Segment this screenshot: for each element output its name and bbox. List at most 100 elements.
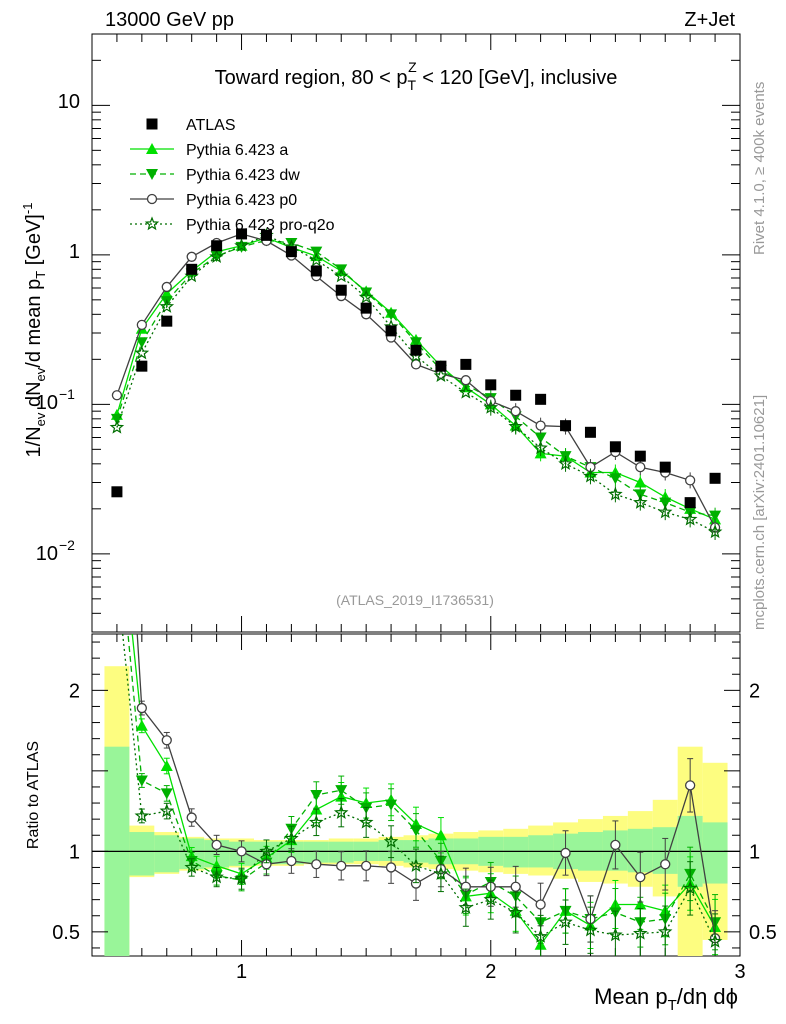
- ratio-point-pythia-6-423-pro-q2o: [558, 914, 573, 929]
- ratio-point-pythia-6-423-pro-q2o: [583, 922, 598, 937]
- ratio-point-pythia-6-423-dw: [385, 799, 398, 811]
- ratio-point-pythia-6-423-p0: [236, 846, 247, 857]
- data-point-atlas: [111, 486, 123, 498]
- ratio-point-pythia-6-423-pro-q2o: [358, 814, 374, 829]
- data-point-pythia-6-423-pro-q2o: [583, 468, 598, 483]
- ratio-ytick-label: 2: [69, 680, 80, 702]
- data-point-pythia-6-423-pro-q2o: [682, 511, 698, 526]
- ratio-point-pythia-6-423-pro-q2o: [309, 814, 324, 829]
- ratio-ytick-label-right: 2: [749, 680, 760, 702]
- ratio-point-pythia-6-423-pro-q2o: [433, 866, 449, 881]
- ytick-label-0p1: 10: [36, 392, 58, 414]
- data-point-pythia-6-423-dw: [534, 432, 547, 444]
- data-point-pythia-6-423-p0: [685, 475, 696, 486]
- ratio-point-pythia-6-423-dw: [160, 788, 173, 800]
- ratio-point-pythia-6-423-p0: [311, 859, 322, 870]
- series-line-pythia-6-423-dw: [116, 239, 716, 517]
- legend-label-pythia-6-423-pro-q2o: Pythia 6.423 pro-q2o: [186, 217, 335, 234]
- ytick-label-1: 1: [69, 241, 80, 263]
- series-line-pythia-6-423-a: [116, 237, 716, 520]
- ratio-point-pythia-6-423-p0: [286, 855, 297, 867]
- data-point-pythia-6-423-dw: [709, 510, 722, 522]
- data-point-pythia-6-423-pro-q2o: [633, 494, 648, 509]
- ratio-point-pythia-6-423-pro-q2o: [134, 808, 150, 823]
- ratio-point-pythia-6-423-dw: [335, 785, 348, 797]
- legend-label-pythia-6-423-dw: Pythia 6.423 dw: [186, 167, 300, 184]
- ratio-point-pythia-6-423-pro-q2o: [184, 859, 199, 874]
- legend-marker-pythia-6-423-pro-q2o: [144, 216, 160, 231]
- mcplots-label: mcplots.cern.ch [arXiv:2401.10621]: [751, 395, 768, 630]
- legend-marker-pythia-6-423-dw: [146, 169, 158, 180]
- ratio-point-pythia-6-423-pro-q2o: [682, 880, 698, 895]
- data-point-pythia-6-423-dw: [210, 251, 223, 263]
- ratio-point-pythia-6-423-pro-q2o: [483, 891, 499, 906]
- ratio-point-pythia-6-423-pro-q2o: [383, 834, 399, 848]
- legend-marker-pythia-6-423-p0: [146, 193, 158, 205]
- legend-label-atlas: ATLAS: [186, 117, 236, 134]
- data-point-atlas: [310, 265, 322, 277]
- ratio-point-pythia-6-423-p0: [385, 862, 397, 873]
- ratio-point-pythia-6-423-pro-q2o: [259, 843, 274, 858]
- data-point-atlas: [584, 426, 596, 438]
- data-point-pythia-6-423-p0: [635, 462, 646, 473]
- ratio-point-pythia-6-423-dw: [135, 775, 148, 787]
- ratio-point-pythia-6-423-pro-q2o: [408, 858, 424, 873]
- data-point-pythia-6-423-p0: [161, 281, 172, 293]
- data-point-pythia-6-423-pro-q2o: [234, 238, 249, 252]
- ratio-point-pythia-6-423-pro-q2o: [508, 904, 523, 919]
- ratio-point-pythia-6-423-p0: [610, 839, 621, 851]
- data-point-pythia-6-423-dw: [235, 241, 248, 253]
- ratio-point-pythia-6-423-a: [434, 829, 447, 841]
- ytick-exp-0p1: −1: [59, 386, 75, 402]
- data-point-atlas: [510, 389, 522, 401]
- data-point-pythia-6-423-pro-q2o: [458, 384, 474, 399]
- legend-label-pythia-6-423-p0: Pythia 6.423 p0: [186, 192, 297, 209]
- data-point-atlas: [385, 325, 397, 337]
- legend-label-pythia-6-423-a: Pythia 6.423 a: [186, 142, 288, 159]
- data-point-atlas: [161, 315, 173, 327]
- ratio-band-green: [503, 836, 529, 868]
- ratio-point-pythia-6-423-a: [160, 760, 173, 772]
- data-point-atlas: [136, 360, 148, 372]
- ratio-point-pythia-6-423-p0: [535, 899, 546, 910]
- ratio-point-pythia-6-423-pro-q2o: [707, 933, 723, 948]
- main-data: [109, 227, 723, 540]
- data-point-pythia-6-423-pro-q2o: [657, 504, 673, 519]
- ratio-point-pythia-6-423-p0: [560, 847, 571, 859]
- legend-marker-atlas: [146, 118, 158, 130]
- data-point-atlas: [485, 379, 497, 391]
- ratio-point-pythia-6-423-p0: [635, 871, 646, 883]
- ratio-point-pythia-6-423-p0: [186, 812, 197, 823]
- data-point-pythia-6-423-dw: [410, 337, 422, 349]
- ratio-point-pythia-6-423-pro-q2o: [111, 573, 122, 584]
- ratio-point-pythia-6-423-a: [210, 859, 223, 871]
- data-point-pythia-6-423-pro-q2o: [159, 299, 175, 313]
- data-point-atlas: [260, 229, 272, 241]
- data-point-pythia-6-423-dw: [135, 337, 148, 349]
- data-point-atlas: [460, 358, 472, 370]
- data-point-pythia-6-423-pro-q2o: [483, 400, 499, 414]
- data-point-atlas: [285, 246, 297, 258]
- data-point-pythia-6-423-dw: [609, 473, 622, 485]
- data-point-pythia-6-423-pro-q2o: [309, 252, 324, 267]
- data-point-atlas: [435, 360, 447, 372]
- ratio-point-pythia-6-423-p0: [211, 839, 222, 851]
- ratio-band-green: [129, 832, 155, 876]
- ratio-point-pythia-6-423-pro-q2o: [159, 803, 175, 818]
- ratio-point-pythia-6-423-pro-q2o: [608, 927, 623, 942]
- rivet-label: Rivet 4.1.0, ≥ 400k events: [751, 82, 768, 255]
- ratio-point-pythia-6-423-p0: [361, 860, 372, 871]
- ratio-point-pythia-6-423-p0: [112, 299, 121, 308]
- ratio-band-green: [702, 822, 728, 884]
- ratio-point-pythia-6-423-pro-q2o: [284, 830, 299, 845]
- ratio-band-green: [154, 835, 180, 873]
- ratio-point-pythia-6-423-a: [135, 719, 148, 731]
- ratio-point-pythia-6-423-pro-q2o: [633, 925, 648, 940]
- ratio-ytick-label: 0.5: [52, 922, 80, 944]
- legend: ATLAS Pythia 6.423 a Pythia 6.423 dw Pythia…: [130, 117, 335, 234]
- ratio-ytick-label-right: 1: [749, 841, 760, 863]
- ratio-point-pythia-6-423-pro-q2o: [234, 871, 249, 885]
- data-point-pythia-6-423-pro-q2o: [209, 249, 224, 264]
- data-point-atlas: [211, 240, 223, 252]
- ytick-label-10: 10: [58, 91, 80, 113]
